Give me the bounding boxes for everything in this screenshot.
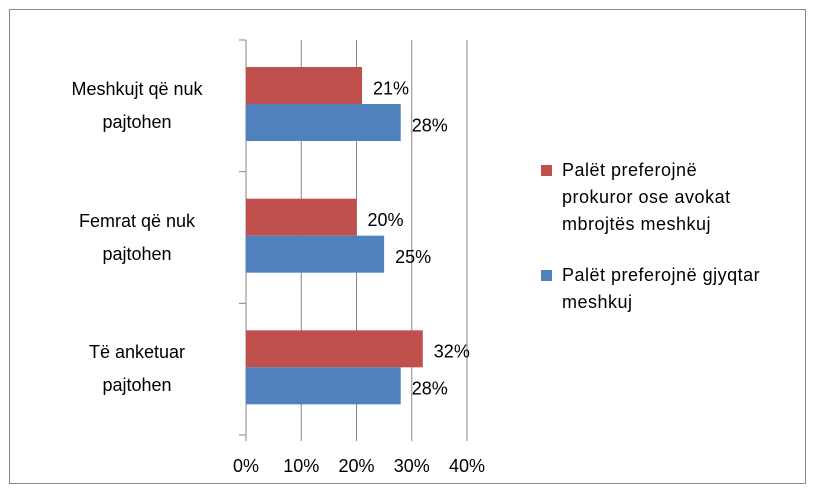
x-tick-label: 30% [394,456,430,476]
bar [246,367,401,405]
legend-swatch [541,165,552,176]
legend-swatch [541,270,552,281]
data-label: 28% [412,379,448,399]
y-tick-label: Të anketuar pajtohen [88,342,186,396]
data-label: 21% [373,78,409,98]
bar [246,198,357,236]
data-label: 25% [395,247,431,267]
bar [246,330,423,368]
x-tick-label: 0% [233,456,259,476]
x-tick-label: 20% [338,456,374,476]
x-tick-label: 10% [283,456,319,476]
legend-label: Palët preferojnë gjyqtar meshkuj [562,265,761,312]
data-label: 28% [412,115,448,135]
bar [246,235,385,273]
bar [246,67,363,104]
y-tick-label: Femrat që nuk pajtohen [78,210,196,264]
x-tick-label: 40% [449,456,485,476]
legend-item: Palët preferojnë prokuror ose avokat mbr… [541,157,771,238]
legend-label: Palët preferojnë prokuror ose avokat mbr… [562,160,731,234]
y-tick-label: Meshkujt që nuk pajtohen [71,78,203,132]
legend-item: Palët preferojnë gjyqtar meshkuj [541,262,771,316]
bar [246,104,401,141]
data-label: 20% [368,210,404,230]
chart-border [9,9,806,484]
data-label: 32% [434,342,470,362]
